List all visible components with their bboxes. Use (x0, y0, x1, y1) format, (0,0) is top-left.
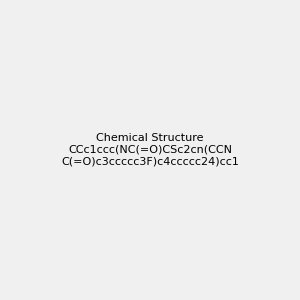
Text: Chemical Structure
CCc1ccc(NC(=O)CSc2cn(CCN C(=O)c3ccccc3F)c4ccccc24)cc1: Chemical Structure CCc1ccc(NC(=O)CSc2cn(… (61, 134, 239, 166)
